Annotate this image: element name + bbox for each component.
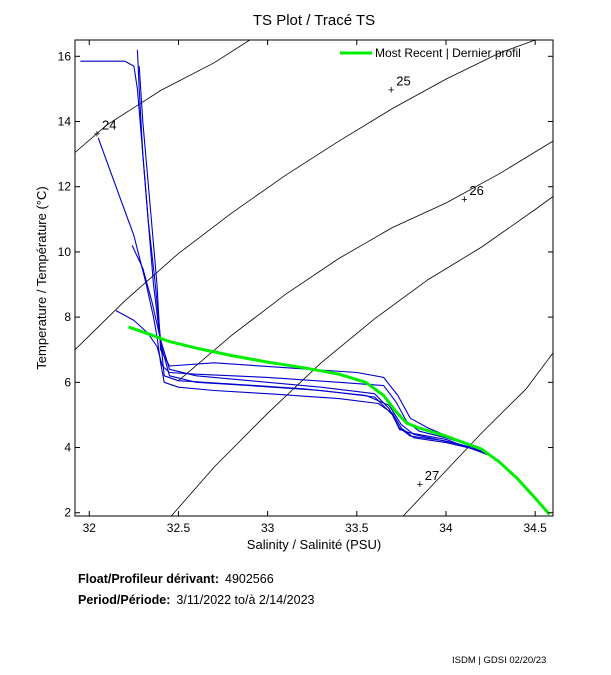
density-label-24: 24 (102, 118, 116, 133)
y-axis-label: Temperature / Température (°C) (34, 186, 49, 369)
density-label-26: 26 (469, 183, 483, 198)
x-axis-label: Salinity / Salinité (PSU) (247, 537, 381, 552)
y-tick-label: 4 (64, 441, 71, 455)
float-info: Float/Profileur dérivant: 4902566 (78, 572, 274, 586)
y-tick-label: 10 (58, 245, 72, 259)
density-contour-26 (178, 140, 553, 382)
y-tick-label: 12 (58, 180, 72, 194)
density-contour-24 (75, 40, 251, 153)
density-marker-24: + (94, 129, 100, 141)
density-contour-25 (75, 40, 536, 350)
period-value: 3/11/2022 to/à 2/14/2023 (176, 593, 315, 607)
y-tick-label: 8 (64, 310, 71, 324)
series-profile-4 (115, 310, 473, 447)
density-contours (75, 40, 553, 516)
series-profile-5 (138, 66, 456, 440)
series-profile-1 (136, 49, 491, 457)
x-tick-label: 34 (439, 521, 453, 535)
plot-frame (74, 39, 554, 517)
legend: Most Recent | Dernier profil (340, 46, 521, 60)
period-info: Period/Période: 3/11/2022 to/à 2/14/2023 (78, 593, 314, 607)
x-tick-label: 32.5 (167, 521, 191, 535)
density-contour-labels: +24+25+26+27 (94, 74, 484, 491)
density-contour-unlabeled-4 (402, 352, 553, 516)
x-tick-label: 34.5 (523, 521, 547, 535)
series-profile-3 (97, 137, 482, 452)
y-tick-label: 2 (64, 506, 71, 520)
y-tick-label: 16 (58, 49, 72, 63)
series-profile-6 (131, 245, 464, 447)
density-marker-25: + (388, 85, 394, 97)
x-tick-label: 33 (261, 521, 275, 535)
x-tick-label: 32 (83, 521, 97, 535)
y-tick-label: 14 (58, 115, 72, 129)
x-axis-ticks: 32 32.5 33 33.5 34 34.5 (83, 40, 547, 535)
period-label: Period/Période: (78, 593, 171, 607)
float-label: Float/Profileur dérivant: (78, 572, 219, 586)
ts-plot-chart: TS Plot / Tracé TS +24+25+26+27 32 32.5 33… (34, 12, 554, 552)
y-tick-label: 6 (64, 375, 71, 389)
float-value: 4902566 (225, 572, 274, 586)
density-contour-27 (170, 196, 553, 516)
chart-title: TS Plot / Tracé TS (253, 12, 375, 29)
legend-label-most-recent: Most Recent | Dernier profil (375, 46, 521, 60)
density-label-25: 25 (396, 74, 410, 89)
density-label-27: 27 (425, 468, 439, 483)
profile-series (80, 49, 551, 516)
density-marker-27: + (417, 479, 423, 491)
x-tick-label: 33.5 (345, 521, 369, 535)
series-profile-2 (80, 60, 500, 462)
density-marker-26: + (461, 194, 467, 206)
footer-credit: ISDM | GDSI 02/20/23 (452, 655, 547, 666)
series-most-recent (128, 325, 551, 516)
